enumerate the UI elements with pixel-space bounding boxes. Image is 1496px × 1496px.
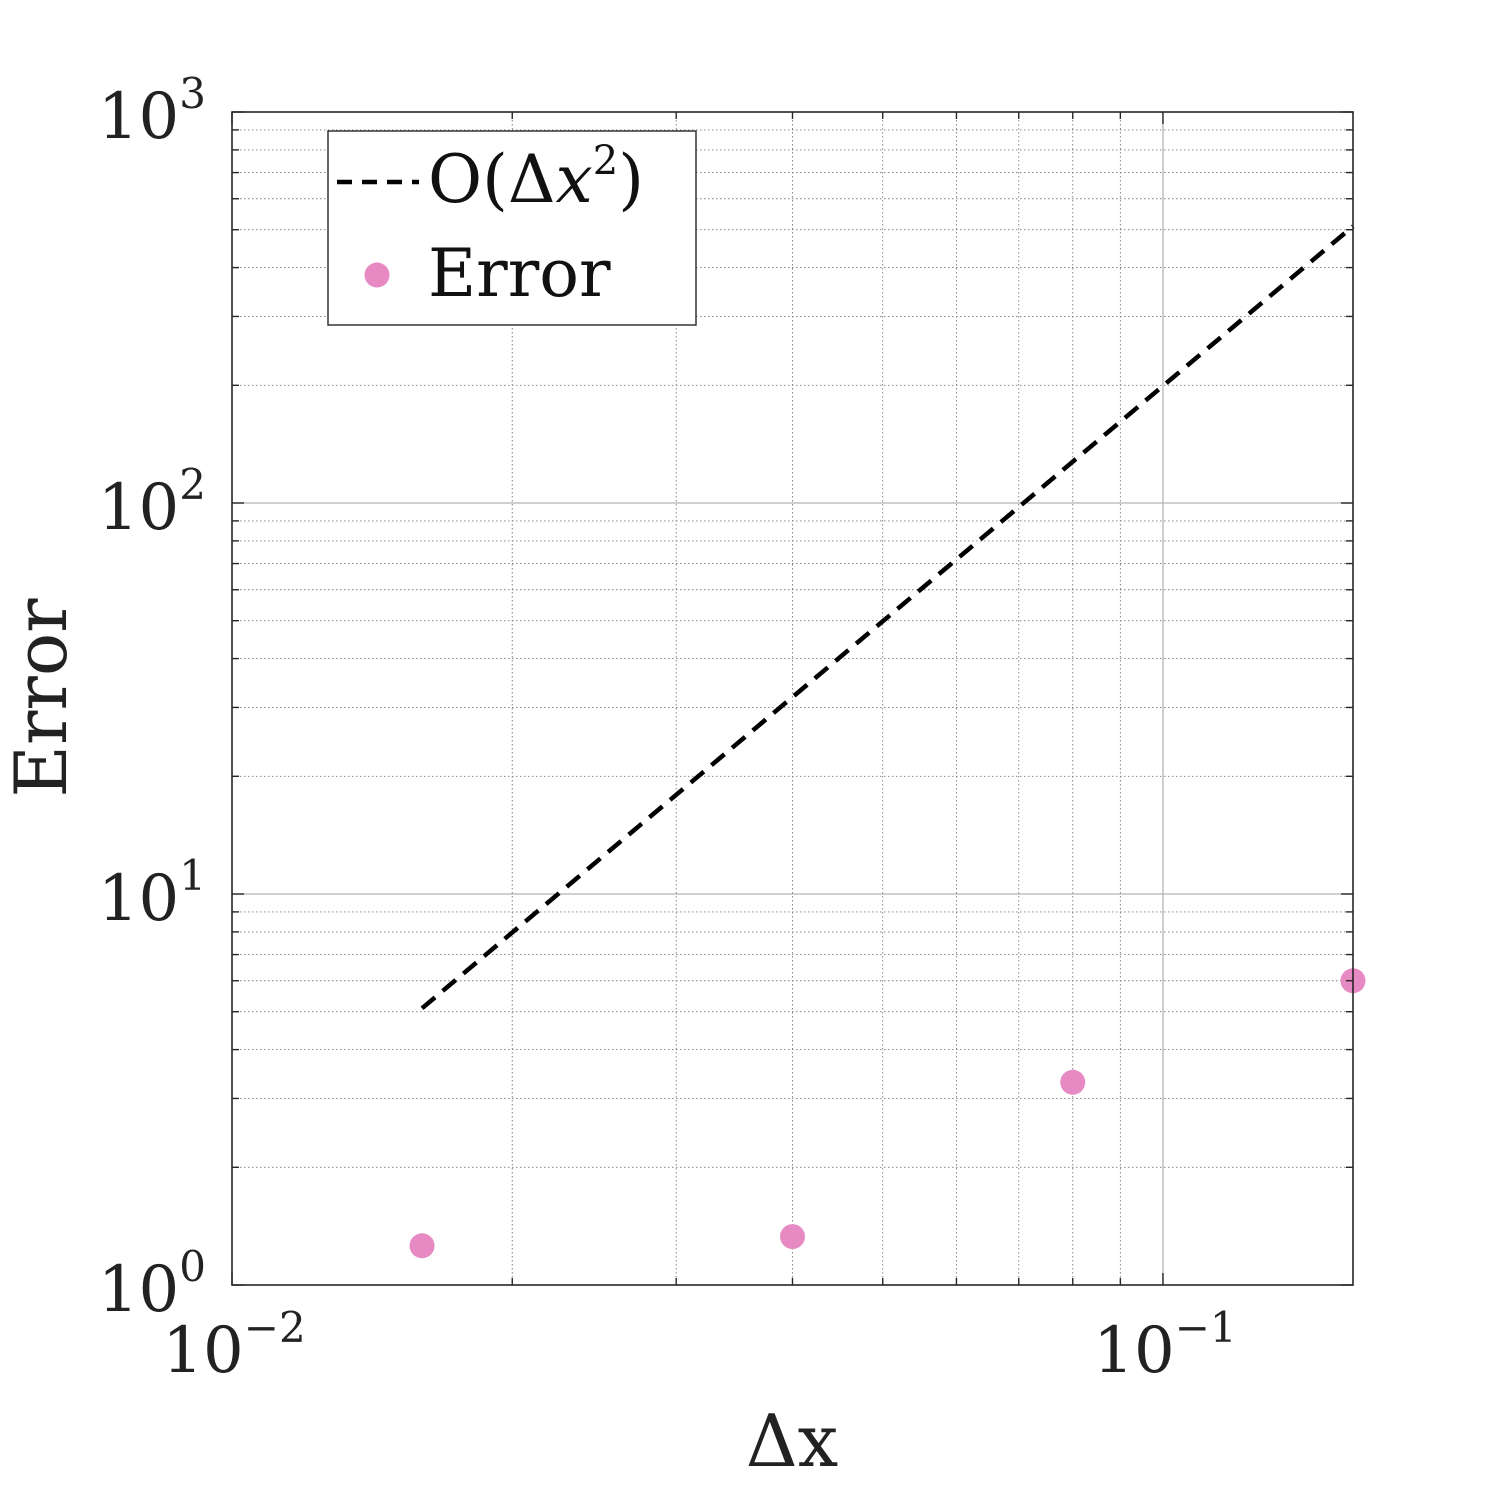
legend-marker-swatch <box>364 262 390 288</box>
y-tick-label: 101 <box>98 851 206 936</box>
error-data-point <box>1060 1069 1086 1095</box>
legend: O(Δx2) Error <box>327 130 697 326</box>
y-tick-label: 100 <box>98 1242 206 1327</box>
series-layer <box>409 224 1366 1259</box>
x-tick-label: 10−2 <box>162 1303 305 1388</box>
y-tick-label: 102 <box>98 460 206 545</box>
x-tick-label: 10−1 <box>1093 1303 1236 1388</box>
legend-label-error: Error <box>428 235 611 312</box>
x-axis-label: Δx <box>746 1399 839 1483</box>
error-data-point <box>780 1224 805 1250</box>
tick-labels: 10−2 10−1 100 101 102 103 <box>98 69 1237 1388</box>
legend-label-order: O(Δx2) <box>428 138 644 218</box>
legend-box <box>327 130 697 326</box>
minor-grid <box>232 112 1353 1285</box>
error-data-point <box>409 1233 435 1259</box>
y-axis-label: Error <box>0 598 83 798</box>
y-tick-label: 103 <box>98 69 206 154</box>
reference-line-order2 <box>420 224 1355 1011</box>
major-grid <box>232 112 1353 1285</box>
tick-marks <box>231 111 1353 1286</box>
